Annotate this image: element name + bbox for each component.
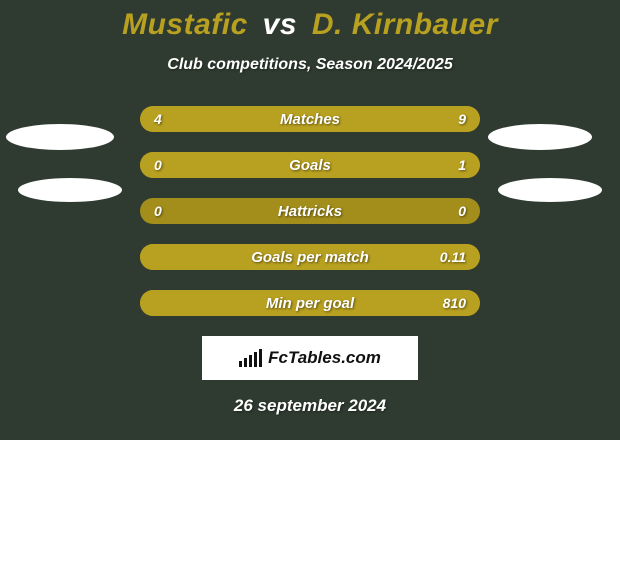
- brand-text: FcTables.com: [268, 348, 381, 368]
- stat-row: 49Matches: [140, 106, 480, 132]
- stat-fill-right: [245, 106, 480, 132]
- stat-value-right: 0.11: [440, 244, 466, 270]
- stat-value-right: 9: [458, 106, 466, 132]
- stat-row: 0 0Hattricks: [140, 198, 480, 224]
- brand-box: FcTables.com: [202, 336, 418, 380]
- stat-value-right: 0: [458, 198, 466, 224]
- stat-row: 810Min per goal: [140, 290, 480, 316]
- photo-placeholder-right-1: [488, 124, 592, 150]
- photo-placeholder-left-1: [6, 124, 114, 150]
- date-text: 26 september 2024: [0, 396, 620, 416]
- photo-placeholder-left-2: [18, 178, 122, 202]
- page-title: Mustafic vs D. Kirnbauer: [0, 0, 620, 42]
- player1-name: Mustafic: [122, 8, 248, 41]
- stat-rows: 49Matches01Goals00Hattricks0.11Goals per…: [140, 106, 480, 316]
- stat-label: Hattricks: [140, 198, 480, 224]
- vs-text: vs: [263, 8, 297, 41]
- player2-name: D. Kirnbauer: [312, 8, 498, 41]
- stat-value-left: 4: [154, 106, 162, 132]
- stat-fill-right: [140, 290, 480, 316]
- stat-value-left: 0: [154, 152, 162, 178]
- stat-value-right: 1: [458, 152, 466, 178]
- subtitle: Club competitions, Season 2024/2025: [0, 56, 620, 74]
- stat-value-right: 810: [443, 290, 466, 316]
- stat-fill-right: [140, 152, 480, 178]
- stat-row: 01Goals: [140, 152, 480, 178]
- stat-fill-right: [140, 244, 480, 270]
- stat-value-left: 0: [154, 198, 162, 224]
- brand-bars-icon: [239, 349, 262, 367]
- comparison-infographic: Mustafic vs D. Kirnbauer Club competitio…: [0, 0, 620, 440]
- stat-row: 0.11Goals per match: [140, 244, 480, 270]
- photo-placeholder-right-2: [498, 178, 602, 202]
